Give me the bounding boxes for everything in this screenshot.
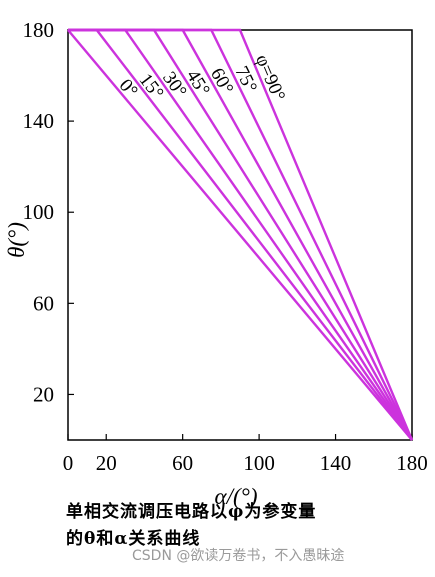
x-axis-label: α/(°)	[215, 484, 258, 509]
caption-line-1: 单相交流调压电路以φ为参变量	[66, 502, 317, 522]
x-tick-label: 140	[320, 451, 352, 475]
x-tick-label: 20	[96, 451, 117, 475]
caption-line-2: 的θ和α关系曲线	[66, 529, 201, 549]
x-tick-label: 0	[63, 451, 74, 475]
curve-labels: 0°15°30°45°60°75°φ=90°	[115, 52, 289, 105]
watermark: CSDN @欲读万卷书，不入愚昧途	[132, 548, 345, 564]
x-tick-labels: 0 20 60 100 140 180	[63, 451, 428, 475]
series-line-6	[68, 28, 414, 441]
x-tick-label: 180	[396, 451, 428, 475]
y-axis-label: θ(°)	[4, 222, 29, 258]
curve-label-1: 15°	[135, 70, 168, 104]
x-tick-label: 100	[243, 451, 275, 475]
series-layer	[67, 28, 414, 441]
curve-label-4: 60°	[206, 65, 237, 98]
y-tick-label: 140	[23, 109, 55, 133]
y-tick-label: 60	[33, 291, 54, 315]
y-tick-label: 180	[23, 18, 55, 42]
y-tick-labels: 20 60 100 140 180	[23, 18, 55, 406]
x-tick-label: 60	[172, 451, 193, 475]
curve-label-3: 45°	[182, 66, 214, 100]
y-tick-label: 100	[23, 200, 55, 224]
y-tick-label: 20	[33, 382, 54, 406]
curve-label-2: 30°	[158, 68, 190, 102]
series-line-0	[67, 29, 413, 441]
